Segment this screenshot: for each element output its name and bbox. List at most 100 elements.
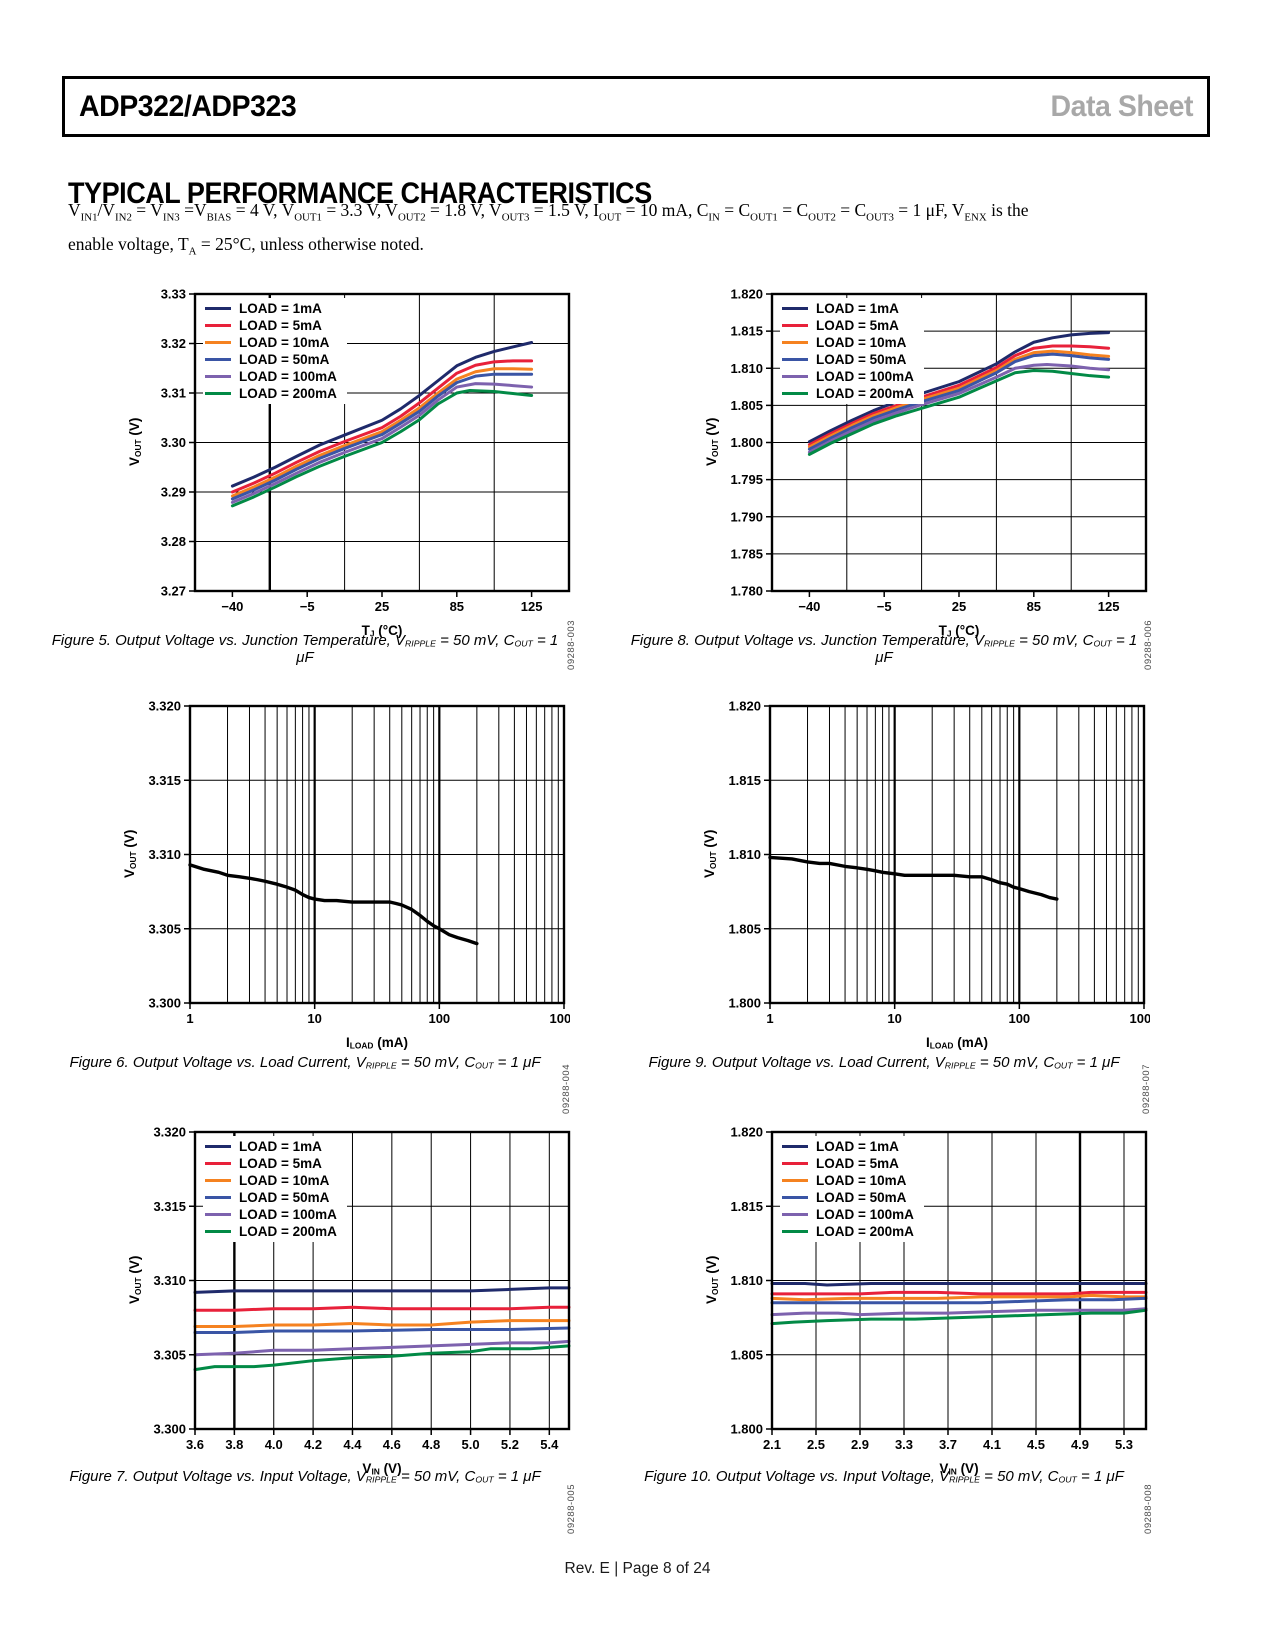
- svg-text:3.32: 3.32: [161, 336, 186, 351]
- svg-text:3.6: 3.6: [186, 1437, 204, 1452]
- svg-text:3.8: 3.8: [225, 1437, 243, 1452]
- legend-label: LOAD = 200mA: [816, 1224, 914, 1239]
- legend-label: LOAD = 100mA: [239, 369, 337, 384]
- svg-text:1.815: 1.815: [730, 1199, 763, 1214]
- legend-item: LOAD = 5mA: [782, 1155, 914, 1172]
- svg-text:1.820: 1.820: [728, 699, 761, 714]
- figure-8-caption: Figure 8. Output Voltage vs. Junction Te…: [630, 632, 1138, 666]
- svg-text:3.305: 3.305: [148, 921, 181, 936]
- svg-text:−40: −40: [221, 599, 243, 614]
- svg-text:3.30: 3.30: [161, 435, 186, 450]
- svg-text:3.315: 3.315: [148, 773, 181, 788]
- legend-swatch: [782, 323, 808, 328]
- svg-text:1.815: 1.815: [728, 773, 761, 788]
- legend-label: LOAD = 10mA: [239, 335, 330, 350]
- figure-6-plot: 1 10 100 1000 3.300 3.305 3.310 3.315 3.320: [148, 699, 570, 1027]
- svg-text:1.805: 1.805: [730, 1347, 763, 1362]
- legend-label: LOAD = 50mA: [239, 352, 330, 367]
- figure-8-chart: −40 −5 25 85 125 1.780 1.785 1.790 1.795 1.800 1.8…: [692, 272, 1154, 670]
- legend-label: LOAD = 1mA: [816, 301, 899, 316]
- page-footer: Rev. E | Page 8 of 24: [564, 1560, 711, 1577]
- svg-text:25: 25: [952, 599, 966, 614]
- part-number-title: ADP322/ADP323: [79, 89, 297, 123]
- svg-text:1.785: 1.785: [730, 546, 763, 561]
- chart-legend: LOAD = 1mA LOAD = 5mA LOAD = 10mA LOAD = 50…: [780, 298, 924, 404]
- svg-text:3.320: 3.320: [148, 699, 181, 714]
- legend-swatch: [205, 306, 231, 311]
- svg-text:3.7: 3.7: [939, 1437, 957, 1452]
- figure-id-watermark: 09288-008: [1143, 1484, 1154, 1534]
- svg-text:1.780: 1.780: [730, 584, 763, 599]
- svg-text:85: 85: [450, 599, 464, 614]
- figure-8-plot: −40 −5 25 85 125 1.780 1.785 1.790 1.795 1.800 1.8…: [730, 287, 1148, 614]
- y-axis-label: VOUT (V): [704, 417, 720, 467]
- figure-id-watermark: 09288-004: [561, 1064, 572, 1114]
- figure-9-plot: 1 10 100 1000 1.800 1.805 1.810 1.815 1.820: [728, 699, 1150, 1027]
- svg-text:5.4: 5.4: [540, 1437, 559, 1452]
- svg-text:10: 10: [307, 1011, 321, 1026]
- figure-7-plot: 3.6 3.8 4.0 4.2 4.4 4.6 4.8 5.0 5.2 5.4 3.300 3.305…: [153, 1125, 571, 1452]
- svg-text:3.300: 3.300: [148, 996, 181, 1011]
- legend-label: LOAD = 50mA: [816, 352, 907, 367]
- svg-text:1.800: 1.800: [730, 1422, 763, 1437]
- svg-text:1.805: 1.805: [730, 398, 763, 413]
- legend-label: LOAD = 100mA: [239, 1207, 337, 1222]
- legend-item: LOAD = 50mA: [205, 351, 337, 368]
- svg-text:25: 25: [375, 599, 389, 614]
- legend-label: LOAD = 100mA: [816, 369, 914, 384]
- conditions-line-2: enable voltage, TA = 25°C, unless otherw…: [68, 234, 424, 258]
- legend-swatch: [782, 1195, 808, 1200]
- page-header: ADP322/ADP323 Data Sheet: [62, 76, 1210, 137]
- legend-item: LOAD = 50mA: [205, 1189, 337, 1206]
- legend-label: LOAD = 200mA: [239, 1224, 337, 1239]
- legend-swatch: [205, 374, 231, 379]
- svg-text:4.4: 4.4: [343, 1437, 362, 1452]
- svg-text:1: 1: [766, 1011, 773, 1026]
- legend-item: LOAD = 200mA: [782, 385, 914, 402]
- y-axis-label: VOUT (V): [122, 829, 138, 879]
- legend-label: LOAD = 200mA: [816, 386, 914, 401]
- y-axis-label: VOUT (V): [127, 417, 143, 467]
- figure-10-chart: 2.1 2.5 2.9 3.3 3.7 4.1 4.5 4.9 5.3 1.800 1.805 1.8…: [692, 1110, 1154, 1534]
- figure-id-watermark: 09288-003: [566, 620, 577, 670]
- x-axis-label: VIN (V): [362, 1461, 402, 1477]
- legend-swatch: [782, 1212, 808, 1217]
- figure-5-caption: Figure 5. Output Voltage vs. Junction Te…: [51, 632, 559, 666]
- svg-text:2.9: 2.9: [851, 1437, 869, 1452]
- svg-text:3.300: 3.300: [153, 1422, 186, 1437]
- svg-text:4.8: 4.8: [422, 1437, 440, 1452]
- svg-text:1000: 1000: [1130, 1011, 1150, 1026]
- svg-text:2.5: 2.5: [807, 1437, 825, 1452]
- svg-text:2.1: 2.1: [763, 1437, 781, 1452]
- legend-swatch: [782, 1161, 808, 1166]
- legend-swatch: [205, 1229, 231, 1234]
- svg-text:3.310: 3.310: [148, 847, 181, 862]
- legend-label: LOAD = 10mA: [816, 335, 907, 350]
- svg-text:100: 100: [428, 1011, 450, 1026]
- legend-label: LOAD = 10mA: [239, 1173, 330, 1188]
- svg-text:5.2: 5.2: [501, 1437, 519, 1452]
- legend-swatch: [205, 1212, 231, 1217]
- legend-swatch: [205, 1161, 231, 1166]
- legend-item: LOAD = 200mA: [782, 1223, 914, 1240]
- figure-10-caption: Figure 10. Output Voltage vs. Input Volt…: [644, 1468, 1124, 1485]
- legend-label: LOAD = 1mA: [239, 301, 322, 316]
- x-axis-label: ILOAD (mA): [346, 1035, 408, 1051]
- legend-label: LOAD = 5mA: [816, 318, 899, 333]
- svg-text:−5: −5: [300, 599, 315, 614]
- legend-swatch: [205, 1195, 231, 1200]
- legend-swatch: [205, 1178, 231, 1183]
- legend-swatch: [782, 391, 808, 396]
- svg-text:125: 125: [1098, 599, 1120, 614]
- legend-swatch: [782, 374, 808, 379]
- legend-item: LOAD = 100mA: [205, 368, 337, 385]
- svg-text:1.800: 1.800: [730, 435, 763, 450]
- svg-text:1.790: 1.790: [730, 509, 763, 524]
- figure-6-caption: Figure 6. Output Voltage vs. Load Curren…: [69, 1054, 541, 1071]
- figure-7-caption: Figure 7. Output Voltage vs. Input Volta…: [69, 1468, 541, 1485]
- chart-legend: LOAD = 1mA LOAD = 5mA LOAD = 10mA LOAD = 50…: [780, 1136, 924, 1242]
- svg-text:3.29: 3.29: [161, 485, 186, 500]
- legend-item: LOAD = 5mA: [205, 317, 337, 334]
- legend-swatch: [205, 340, 231, 345]
